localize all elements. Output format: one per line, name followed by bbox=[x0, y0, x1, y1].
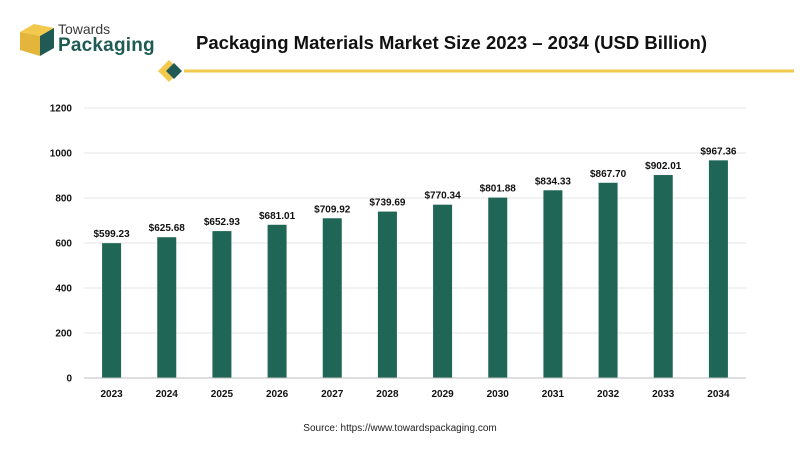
x-tick-label-2034: 2034 bbox=[707, 389, 730, 400]
data-label-2026: $681.01 bbox=[259, 211, 296, 222]
data-label-2032: $867.70 bbox=[590, 169, 627, 180]
x-tick-label-2027: 2027 bbox=[321, 389, 344, 400]
data-label-2023: $599.23 bbox=[94, 229, 131, 240]
x-tick-label-2030: 2030 bbox=[487, 389, 510, 400]
data-label-2024: $625.68 bbox=[149, 223, 186, 234]
x-tick-label-2031: 2031 bbox=[542, 389, 565, 400]
data-label-2033: $902.01 bbox=[645, 161, 682, 172]
y-tick-label: 1000 bbox=[50, 149, 73, 160]
data-label-2031: $834.33 bbox=[535, 176, 572, 187]
bar-2029 bbox=[433, 204, 453, 378]
x-tick-label-2029: 2029 bbox=[431, 389, 454, 400]
data-label-2027: $709.92 bbox=[314, 204, 351, 215]
data-label-2028: $739.69 bbox=[369, 198, 406, 209]
logo-box-top bbox=[20, 24, 54, 36]
bar-2030 bbox=[488, 197, 508, 378]
bar-2024 bbox=[157, 237, 177, 378]
x-axis-ticks: 2023 2024 2025 2026 2027 2028 2029 2030 2031 2032… bbox=[100, 389, 730, 400]
x-tick-label-2023: 2023 bbox=[100, 389, 123, 400]
bar-2032 bbox=[598, 182, 618, 378]
bar-2028 bbox=[377, 211, 397, 378]
bar-2031 bbox=[543, 190, 563, 378]
title-divider bbox=[158, 60, 794, 82]
x-tick-label-2026: 2026 bbox=[266, 389, 289, 400]
bar-2026 bbox=[267, 224, 287, 378]
divider-diamond-inner bbox=[166, 63, 182, 79]
x-tick-label-2033: 2033 bbox=[652, 389, 675, 400]
x-tick-label-2028: 2028 bbox=[376, 389, 399, 400]
x-tick-label-2024: 2024 bbox=[156, 389, 179, 400]
bar-2034 bbox=[708, 160, 728, 378]
chart-title: Packaging Materials Market Size 2023 – 2… bbox=[196, 32, 708, 53]
source-note: Source: https://www.towardspackaging.com bbox=[303, 423, 497, 434]
data-label-2030: $801.88 bbox=[480, 184, 517, 195]
data-label-2025: $652.93 bbox=[204, 217, 241, 228]
data-labels: $599.23 $625.68 $652.93 $681.01 $709.92 $739.… bbox=[94, 146, 737, 240]
bar-2033 bbox=[653, 175, 673, 378]
y-axis-ticks: 0 200 400 600 800 1000 1200 bbox=[50, 104, 73, 385]
towards-packaging-logo bbox=[20, 24, 54, 56]
y-tick-label: 200 bbox=[55, 329, 72, 340]
data-label-2029: $770.34 bbox=[425, 191, 462, 202]
y-tick-label: 600 bbox=[55, 239, 72, 250]
brand-name-line2: Packaging bbox=[58, 35, 155, 56]
logo-box-left bbox=[20, 32, 40, 56]
y-tick-label: 800 bbox=[55, 194, 72, 205]
y-tick-label: 400 bbox=[55, 284, 72, 295]
brand-name-line1: Towards bbox=[58, 21, 111, 37]
divider-line bbox=[184, 69, 794, 73]
bars bbox=[102, 160, 728, 378]
bar-2027 bbox=[322, 218, 342, 378]
y-tick-label: 1200 bbox=[50, 104, 73, 115]
y-tick-label: 0 bbox=[66, 374, 72, 385]
grid-lines bbox=[84, 107, 746, 334]
logo-box-right bbox=[40, 28, 54, 56]
x-tick-label-2032: 2032 bbox=[597, 389, 620, 400]
x-tick-label-2025: 2025 bbox=[211, 389, 234, 400]
data-label-2034: $967.36 bbox=[700, 146, 737, 157]
bar-2025 bbox=[212, 231, 232, 378]
bar-2023 bbox=[102, 243, 122, 378]
